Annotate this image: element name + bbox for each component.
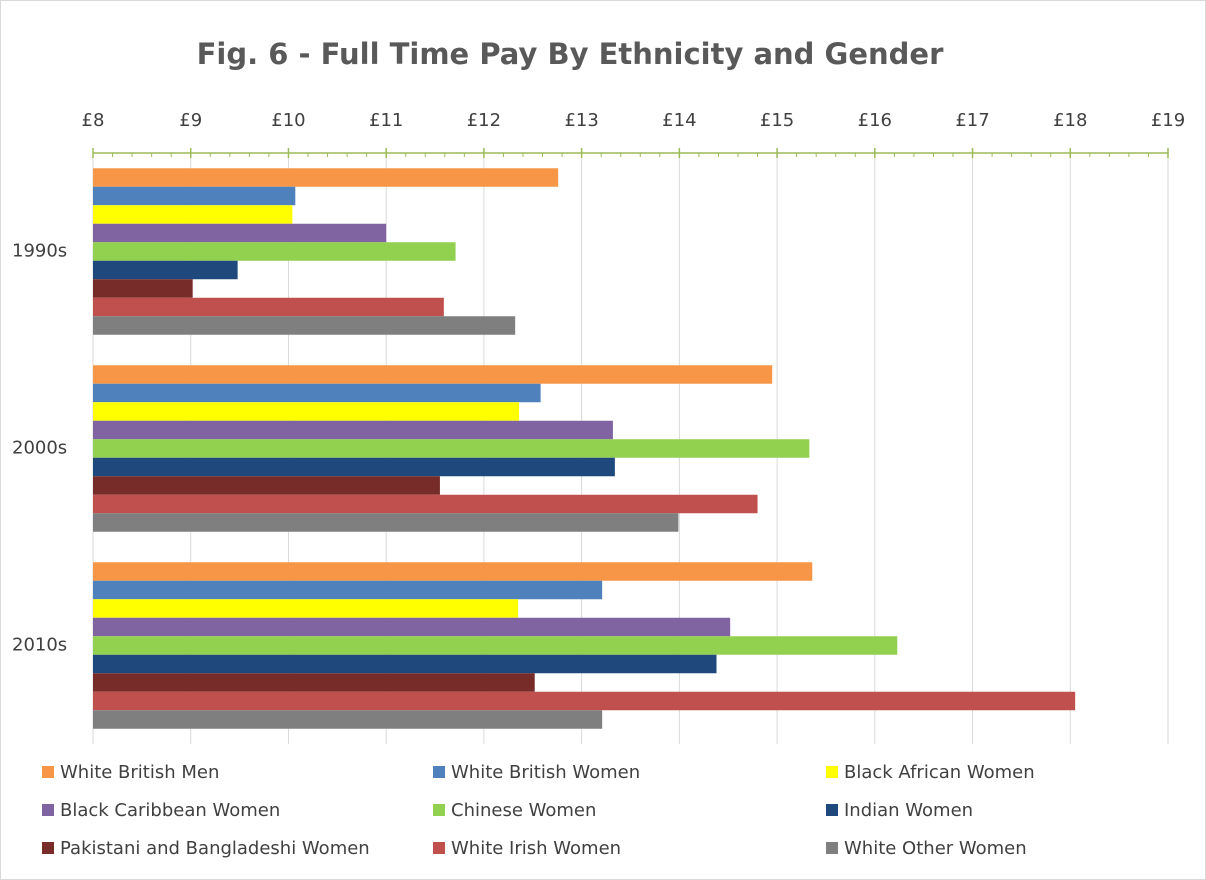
bar [93,476,440,495]
bar [93,168,559,187]
bar [93,617,731,637]
legend-label: White British Women [451,762,640,783]
bar [93,580,603,600]
legend-label: White Irish Women [451,838,621,859]
bar [93,636,898,655]
y-tick-label: 2010s [12,635,67,656]
bar [93,186,296,206]
bar [93,562,813,581]
bar [93,420,613,440]
y-tick-label: 2000s [12,438,67,459]
legend-label: Chinese Women [451,800,596,821]
chart-title: Fig. 6 - Full Time Pay By Ethnicity and … [197,37,944,71]
bar [93,654,717,674]
x-tick-label: £10 [271,110,305,131]
legend-swatch [433,842,445,854]
bar [93,223,387,243]
legend-label: White Other Women [844,838,1027,859]
bar [93,673,535,692]
bar [93,279,193,298]
bar [93,297,444,317]
x-tick-label: £11 [369,110,403,131]
x-tick-label: £12 [467,110,501,131]
legend-label: Indian Women [844,800,973,821]
legend-swatch [826,842,838,854]
y-tick-label: 1990s [12,241,67,262]
bar [93,205,293,224]
x-tick-label: £14 [662,110,696,131]
legend-label: Black African Women [844,762,1035,783]
bar [93,710,603,729]
x-tick-label: £18 [1053,110,1087,131]
legend-swatch [42,766,54,778]
legend-swatch [433,804,445,816]
x-tick-label: £9 [179,110,202,131]
legend-label: Pakistani and Bangladeshi Women [60,838,370,859]
legend-swatch [42,842,54,854]
legend-label: White British Men [60,762,219,783]
bar [93,365,773,384]
x-tick-label: £8 [82,110,105,131]
bar [93,439,810,458]
bar [93,383,541,403]
legend-swatch [42,804,54,816]
legend-swatch [826,766,838,778]
bar [93,402,520,421]
x-tick-label: £19 [1151,110,1185,131]
bar [93,494,758,514]
x-tick-label: £17 [955,110,989,131]
bar [93,599,519,618]
bar [93,242,456,261]
legend-label: Black Caribbean Women [60,800,280,821]
x-tick-label: £13 [564,110,598,131]
bar [93,691,1076,711]
x-tick-label: £15 [760,110,794,131]
bar [93,513,679,532]
bar [93,316,516,335]
x-tick-label: £16 [858,110,892,131]
legend-swatch [433,766,445,778]
bar [93,260,238,280]
legend-swatch [826,804,838,816]
bar [93,457,615,477]
